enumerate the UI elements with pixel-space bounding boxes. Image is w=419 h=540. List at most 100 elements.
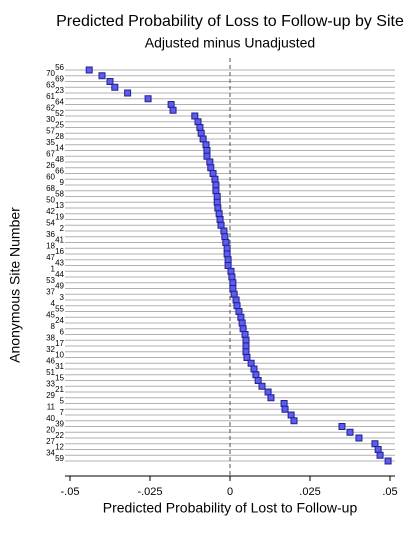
dot <box>290 417 298 425</box>
dot <box>267 394 275 402</box>
dot <box>235 308 243 315</box>
y-tick-label: 64 <box>55 98 64 107</box>
y-tick-label: 66 <box>55 167 64 176</box>
dot <box>376 451 384 459</box>
dot <box>221 233 229 241</box>
y-tick-label: 1 <box>51 264 56 273</box>
y-tick-label: 54 <box>46 218 55 227</box>
y-tick-label: 45 <box>46 310 55 319</box>
dot <box>167 101 175 108</box>
y-tick-label: 52 <box>55 109 64 118</box>
dot <box>217 221 225 229</box>
dot <box>242 348 250 356</box>
y-tick-label: 41 <box>55 236 64 245</box>
dot <box>228 273 236 281</box>
dot <box>212 187 220 195</box>
y-tick-label: 60 <box>46 172 55 181</box>
y-tick-label: 35 <box>46 138 55 147</box>
y-tick-label: 13 <box>55 201 64 210</box>
y-tick-label: 49 <box>55 282 64 291</box>
dot <box>124 89 132 97</box>
y-tick-label: 56 <box>55 63 64 72</box>
x-tick-label: .025 <box>299 486 320 498</box>
y-tick-label: 50 <box>46 195 55 204</box>
dot <box>211 175 219 183</box>
y-tick-label: 44 <box>55 270 64 279</box>
dot <box>258 382 266 390</box>
dot <box>212 181 220 189</box>
dot <box>355 434 363 442</box>
dot <box>206 158 214 166</box>
y-tick-label: 5 <box>60 397 65 406</box>
dot <box>144 95 152 103</box>
y-tick-label: 12 <box>55 443 64 452</box>
dot <box>213 193 221 200</box>
y-tick-label: 29 <box>46 391 55 400</box>
y-tick-label: 47 <box>46 253 55 262</box>
y-axis-label: Anonymous Site Number <box>7 207 23 363</box>
dot <box>252 371 260 379</box>
dot <box>233 302 241 310</box>
dot <box>250 365 258 373</box>
y-tick-label: 53 <box>46 276 55 285</box>
dot <box>216 216 224 223</box>
y-tick-label: 27 <box>46 437 55 446</box>
dot <box>111 83 119 91</box>
y-tick-label: 37 <box>46 287 55 296</box>
x-tick-label: 0 <box>227 486 233 498</box>
dot <box>224 262 232 269</box>
dot <box>239 325 247 333</box>
y-tick-label: 17 <box>55 339 64 348</box>
y-tick-label: 51 <box>46 368 55 377</box>
dot <box>220 227 228 235</box>
y-tick-label: 14 <box>55 144 64 153</box>
y-tick-label: 34 <box>46 448 55 457</box>
y-tick-label: 33 <box>46 379 55 388</box>
y-tick-label: 48 <box>55 155 64 164</box>
dot <box>209 170 217 177</box>
y-tick-label: 38 <box>46 333 55 342</box>
dot <box>371 440 379 448</box>
y-tick-label: 24 <box>55 316 64 325</box>
y-tick-label: 63 <box>46 80 55 89</box>
y-tick-label: 6 <box>60 328 65 337</box>
dot <box>199 135 207 143</box>
y-tick-label: 11 <box>47 402 56 411</box>
x-tick-label: -.05 <box>61 486 80 498</box>
dot <box>215 210 223 218</box>
y-tick-label: 42 <box>46 207 55 216</box>
dot <box>254 377 262 384</box>
y-tick-label: 39 <box>55 420 64 429</box>
y-tick-label: 58 <box>55 190 64 199</box>
y-tick-label: 36 <box>46 230 55 239</box>
y-tick-label: 43 <box>55 259 64 268</box>
dot <box>384 457 392 465</box>
dot <box>264 388 272 396</box>
y-tick-label: 20 <box>46 425 55 434</box>
y-tick-label: 22 <box>55 431 64 440</box>
dot <box>106 78 114 85</box>
y-tick-label: 68 <box>46 184 55 193</box>
y-tick-label: 59 <box>55 454 64 463</box>
dot <box>224 256 232 264</box>
dot <box>281 405 289 413</box>
y-tick-label: 46 <box>46 356 55 365</box>
dot <box>203 152 211 160</box>
dot <box>230 290 238 298</box>
dot <box>207 164 215 172</box>
y-tick-label: 8 <box>51 322 56 331</box>
y-tick-label: 67 <box>46 149 55 158</box>
dot <box>213 198 221 206</box>
dot <box>237 313 245 321</box>
dot <box>214 204 222 212</box>
y-tick-label: 57 <box>46 126 55 135</box>
y-tick-label: 16 <box>55 247 64 256</box>
x-tick-label: .05 <box>382 486 397 498</box>
dot <box>191 112 199 120</box>
y-tick-label: 28 <box>55 132 64 141</box>
dot <box>346 428 354 436</box>
x-axis-label: Predicted Probability of Lost to Follow-… <box>103 500 358 516</box>
y-tick-label: 9 <box>60 178 65 187</box>
